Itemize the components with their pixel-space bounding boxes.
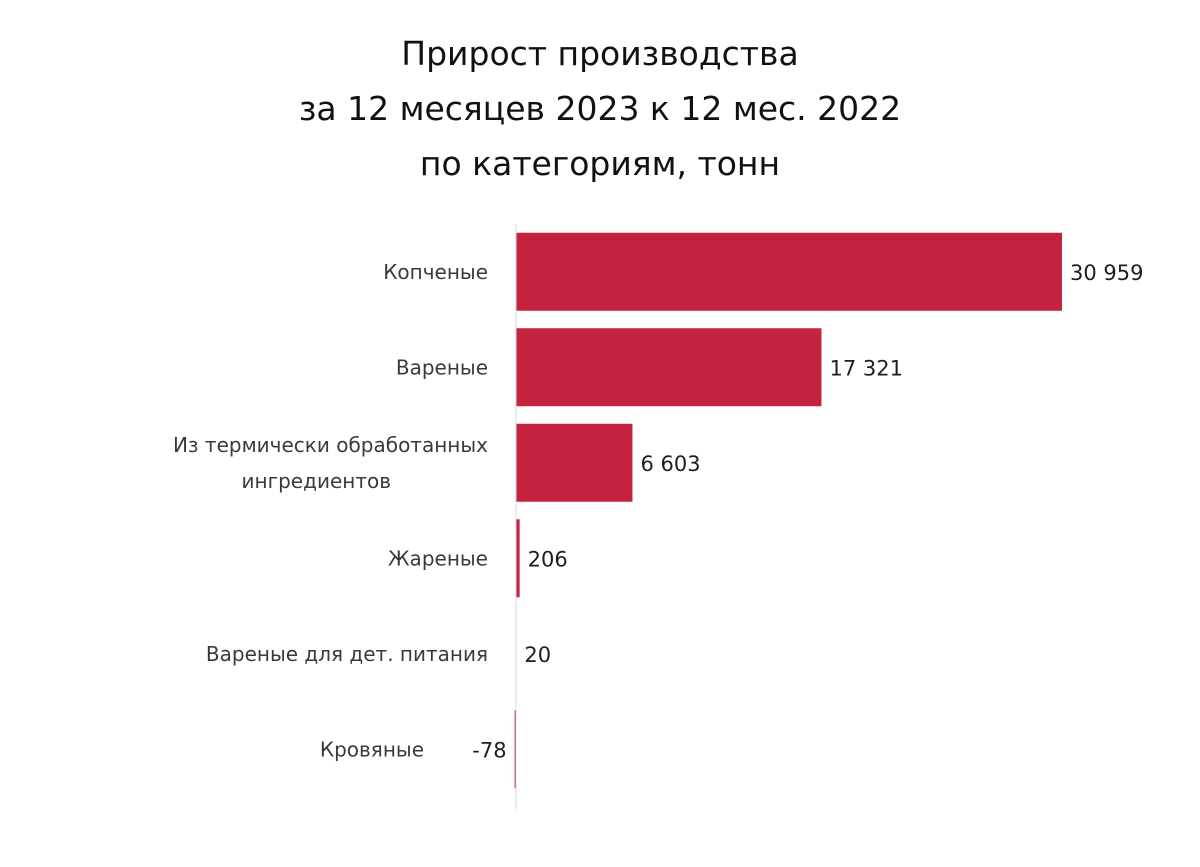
chart-title: Прирост производства за 12 месяцев 2023 …: [0, 26, 1200, 191]
labels-layer: 30 959 Копченые 17 321 Вареные 6 603 Из терми…: [173, 260, 1144, 763]
bar-2: [516, 423, 633, 502]
bar-5: [514, 710, 516, 789]
category-label-2-line-1: ингредиентов: [242, 469, 391, 493]
value-label-5: -78: [472, 738, 506, 762]
category-label-0: Копченые: [383, 260, 488, 284]
value-label-3: 206: [528, 547, 568, 571]
chart-title-line-3: по категориям, тонн: [419, 144, 781, 183]
chart-title-line-1: Прирост производства: [401, 34, 799, 73]
value-label-2: 6 603: [640, 452, 700, 476]
chart-title-line-2: за 12 месяцев 2023 к 12 мес. 2022: [298, 89, 902, 128]
category-label-1: Вареные: [396, 355, 488, 379]
bar-0: [516, 232, 1062, 311]
bars-layer: [514, 232, 1062, 789]
category-label-5: Кровяные: [320, 737, 424, 761]
value-label-4: 20: [524, 643, 551, 667]
bar-1: [516, 328, 822, 407]
category-label-2: Из термически обработанных ингредиентов: [173, 433, 488, 493]
category-label-3: Жареные: [388, 546, 488, 570]
bar-3: [516, 519, 520, 598]
category-label-4: Вареные для дет. питания: [206, 642, 488, 666]
value-label-1: 17 321: [829, 356, 902, 380]
category-label-2-line-0: Из термически обработанных: [173, 433, 488, 457]
value-label-0: 30 959: [1070, 261, 1143, 285]
